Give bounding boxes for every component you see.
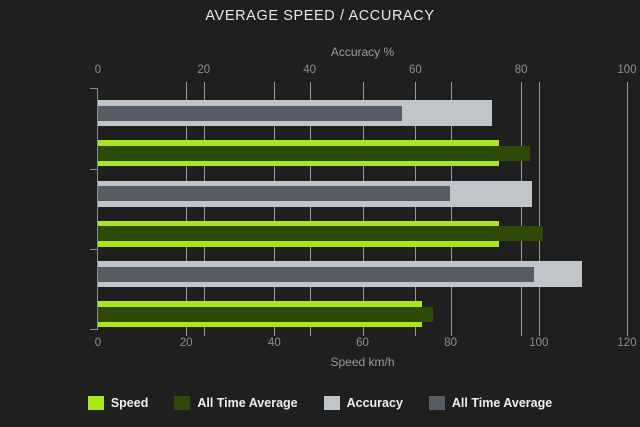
legend-label-2: All Time Average xyxy=(197,396,298,410)
legend-item-4[interactable]: All Time Average xyxy=(428,396,553,410)
bar-speed-all-time-average-1 xyxy=(98,145,531,161)
category-axis-spine xyxy=(97,88,98,330)
plot-area xyxy=(90,82,628,336)
bottom-tick-label-120: 120 xyxy=(617,337,637,349)
spine-cap-top xyxy=(90,88,98,89)
legend-item-3[interactable]: Accuracy xyxy=(323,396,403,410)
bar-speed-all-time-average-3 xyxy=(98,306,434,322)
gridline-speed-100 xyxy=(539,82,540,336)
legend-label-4: All Time Average xyxy=(451,396,553,410)
gridline-speed-60 xyxy=(363,82,364,336)
legend-swatch-icon-2 xyxy=(174,396,191,410)
bottom-tick-label-100: 100 xyxy=(529,337,549,349)
bottom-tick-label-80: 80 xyxy=(444,337,458,349)
bar-accuracy-all-time-average-3 xyxy=(98,266,535,282)
category-tick-1 xyxy=(90,168,98,170)
chart-title: AVERAGE SPEED / ACCURACY xyxy=(205,8,435,24)
bottom-tick-label-0: 0 xyxy=(94,337,102,349)
spine-cap-bottom xyxy=(90,329,98,330)
gridline-speed-20 xyxy=(186,82,187,336)
top-tick-label-20: 20 xyxy=(197,64,211,76)
bottom-tick-label-60: 60 xyxy=(356,337,369,349)
top-tick-label-60: 60 xyxy=(408,64,422,76)
legend-item-1[interactable]: Speed xyxy=(87,396,149,410)
top-tick-label-0: 0 xyxy=(94,64,102,76)
top-axis-title: Accuracy % xyxy=(330,45,395,59)
gridline-accuracy-60 xyxy=(415,82,416,336)
legend-swatch-icon-4 xyxy=(428,396,445,410)
bottom-axis-title: Speed km/h xyxy=(330,355,395,369)
chart-legend: Speed All Time Average Accuracy All Time Av… xyxy=(0,396,640,410)
gridline-speed-120 xyxy=(627,82,628,336)
gridline-accuracy-80 xyxy=(521,82,522,336)
bottom-tick-label-20: 20 xyxy=(179,337,193,349)
category-tick-2 xyxy=(90,249,98,251)
legend-label-3: Accuracy xyxy=(346,396,403,410)
legend-label-1: Speed xyxy=(110,396,149,410)
top-tick-label-100: 100 xyxy=(617,64,637,76)
bar-speed-all-time-average-2 xyxy=(98,226,544,242)
gridline-speed-40 xyxy=(274,82,275,336)
bar-accuracy-all-time-average-1 xyxy=(98,105,403,121)
gridline-speed-80 xyxy=(451,82,452,336)
legend-swatch-icon-3 xyxy=(323,396,340,410)
gridline-accuracy-40 xyxy=(310,82,311,336)
bottom-tick-label-40: 40 xyxy=(267,337,281,349)
top-tick-label-80: 80 xyxy=(514,64,528,76)
top-tick-label-40: 40 xyxy=(303,64,316,76)
legend-item-2[interactable]: All Time Average xyxy=(174,396,298,410)
gridline-accuracy-20 xyxy=(204,82,205,336)
bar-accuracy-all-time-average-2 xyxy=(98,186,450,202)
legend-swatch-icon-1 xyxy=(87,396,104,410)
